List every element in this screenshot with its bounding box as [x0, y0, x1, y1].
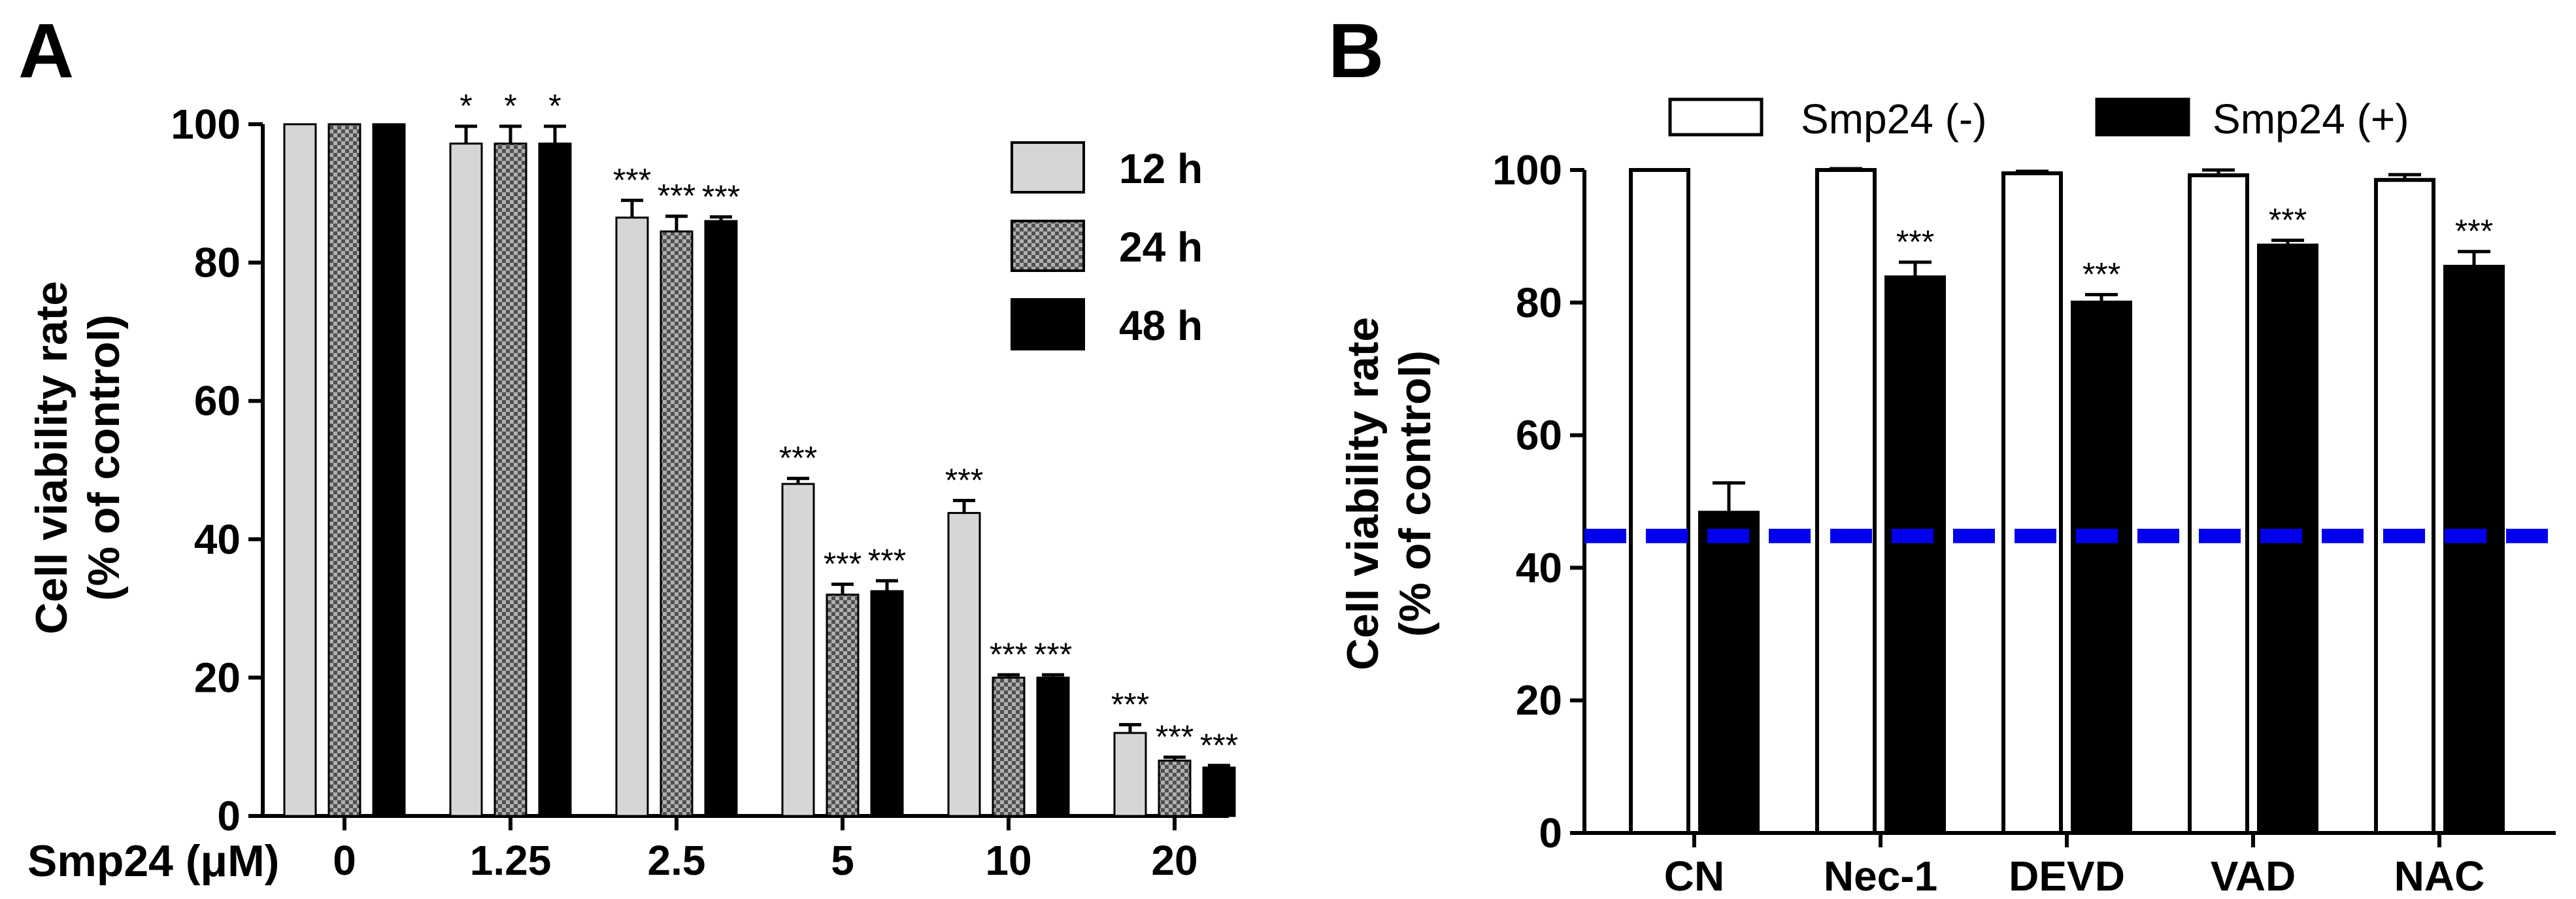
panel-b-bar: [2188, 173, 2249, 835]
panel-a-bar: [826, 593, 860, 817]
panel-a-y-tick-label: 40: [194, 516, 241, 563]
panel-b-bar: [2071, 300, 2132, 835]
panel-a-bars: [283, 123, 1236, 817]
panel-a-bar: [449, 143, 483, 817]
panel-a-bar: [327, 123, 361, 817]
panel-b-legend: Smp24 (-) Smp24 (+): [1668, 95, 2409, 143]
panel-a-significance-label: ***: [1034, 636, 1072, 673]
panel-b-y-tick-label: 40: [1516, 544, 1562, 591]
panel-a-bar: [283, 123, 317, 817]
panel-a-x-tick-label: 1.25: [470, 837, 552, 884]
panel-a-significance-label: ***: [945, 462, 983, 499]
panel-b-x-tick-label: CN: [1664, 853, 1724, 899]
panel-a-legend-label-48h: 48 h: [1119, 302, 1203, 349]
panel-a-significance-label: ***: [1200, 727, 1238, 764]
panel-b-y-tick-label: 80: [1516, 279, 1562, 326]
panel-a-bar: [1036, 676, 1070, 817]
panel-b-bar: [1698, 511, 1760, 835]
panel-b-bar: [1815, 168, 1877, 835]
panel-a-axes: 0 20 40 60 80 100 0 1.25 2.5 5 10 20: [171, 101, 1229, 884]
panel-b-bars: [1629, 167, 2505, 835]
panel-b-y-axis-title-line2: (% of control): [1390, 350, 1440, 637]
panel-b-significance-label: ***: [2269, 201, 2307, 238]
panel-b-annotations: *** *** *** ***: [1896, 201, 2493, 292]
panel-b-significance-label: ***: [1896, 224, 1934, 260]
panel-a-legend-swatch-48h: [1011, 298, 1085, 350]
panel-a-label: A: [18, 8, 74, 94]
panel-a-x-tick-label: 2.5: [648, 837, 706, 884]
panel-b-x-tick-label: NAC: [2394, 853, 2485, 899]
panel-a-x-axis-title: Smp24 (μM): [27, 836, 279, 886]
panel-b-legend-label-minus: Smp24 (-): [1801, 95, 1987, 143]
panel-a-y-tick-label: 100: [171, 101, 241, 148]
panel-b-x-tick-label: VAD: [2211, 853, 2296, 899]
panel-b-x-tick-label: Nec-1: [1824, 853, 1937, 899]
panel-a-significance-label: ***: [1111, 686, 1149, 722]
panel-a-legend: 12 h 24 h 48 h: [1011, 141, 1203, 350]
panel-b-significance-label: ***: [2083, 256, 2120, 293]
panel-b-y-tick-label: 100: [1492, 146, 1562, 194]
panel-b-y-tick-label: 60: [1516, 412, 1562, 459]
panel-b-label: B: [1328, 8, 1384, 94]
panel-a-significance-label: *: [504, 88, 516, 124]
panel-a-x-tick-label: 0: [333, 837, 356, 884]
panel-a-bar: [1113, 732, 1147, 817]
panel-a-bar: [538, 143, 572, 817]
panel-a-y-axis-title-line2: (% of control): [79, 314, 129, 601]
panel-a-legend-label-12h: 12 h: [1119, 145, 1203, 192]
panel-a-bar: [615, 216, 649, 817]
panel-b-x-tick-label: DEVD: [2009, 853, 2125, 899]
panel-a-bar: [1158, 759, 1192, 817]
panel-a-significance-label: *: [460, 88, 472, 124]
panel-a-legend-label-24h: 24 h: [1119, 224, 1203, 271]
panel-a-y-tick-label: 0: [217, 792, 241, 840]
panel-a-significance-label: ***: [613, 161, 651, 198]
panel-a-bar: [704, 220, 738, 817]
panel-a-significance-label: ***: [702, 178, 740, 215]
panel-b-bar: [2374, 178, 2435, 835]
panel-a-significance-label: ***: [824, 546, 861, 583]
panel-a-y-tick-label: 60: [194, 377, 241, 424]
panel-b-legend-label-plus: Smp24 (+): [2213, 95, 2409, 143]
panel-b: B Cell viability rate (% of control) 0 20…: [1328, 8, 2556, 899]
panel-a-annotations: * * **** *** ********* ********* ********* ***: [460, 88, 1238, 764]
panel-b-y-axis-title-line1: Cell viability rate: [1338, 317, 1388, 670]
panel-a-significance-label: ***: [1156, 719, 1194, 755]
panel-b-significance-label: ***: [2455, 213, 2493, 250]
panel-a-bar: [947, 512, 981, 817]
panel-a-legend-swatch-24h: [1011, 220, 1085, 272]
panel-a-significance-label: ***: [779, 440, 817, 477]
panel-a-y-axis-title-line1: Cell viability rate: [27, 281, 76, 634]
panel-a-bar: [781, 483, 815, 817]
panel-a-x-tick-label: 5: [831, 837, 854, 884]
panel-a-significance-label: ***: [990, 636, 1028, 673]
panel-a: A Cell viability rate (% of control) Smp…: [18, 8, 1238, 886]
panel-a-bar: [493, 143, 527, 817]
panel-a-significance-label: *: [548, 88, 561, 124]
panel-a-bar: [870, 590, 904, 817]
panel-a-significance-label: ***: [868, 542, 906, 579]
panel-a-y-tick-label: 80: [194, 239, 241, 286]
panel-a-significance-label: ***: [658, 178, 695, 214]
panel-b-bar: [1884, 275, 1946, 835]
panel-b-axes: 0 20 40 60 80 100 CN Nec-1 DEVD VAD NAC: [1492, 146, 2556, 899]
panel-a-bar: [372, 123, 406, 817]
panel-a-x-tick-label: 10: [985, 837, 1031, 884]
panel-b-y-tick-label: 0: [1539, 809, 1562, 857]
panel-a-bar: [660, 230, 694, 817]
panel-a-bar: [1202, 766, 1236, 817]
panel-b-legend-swatch-plus: [2095, 97, 2190, 137]
panel-b-legend-swatch-minus: [1668, 97, 1764, 137]
panel-a-legend-swatch-12h: [1011, 141, 1085, 194]
panel-b-bar: [2443, 265, 2505, 835]
panel-b-bar: [1629, 168, 1690, 835]
panel-a-bar: [992, 676, 1026, 817]
panel-a-x-tick-label: 20: [1151, 837, 1197, 884]
panel-a-y-tick-label: 20: [194, 654, 241, 701]
panel-b-y-tick-label: 20: [1516, 677, 1562, 724]
panel-b-bar: [2001, 171, 2063, 835]
